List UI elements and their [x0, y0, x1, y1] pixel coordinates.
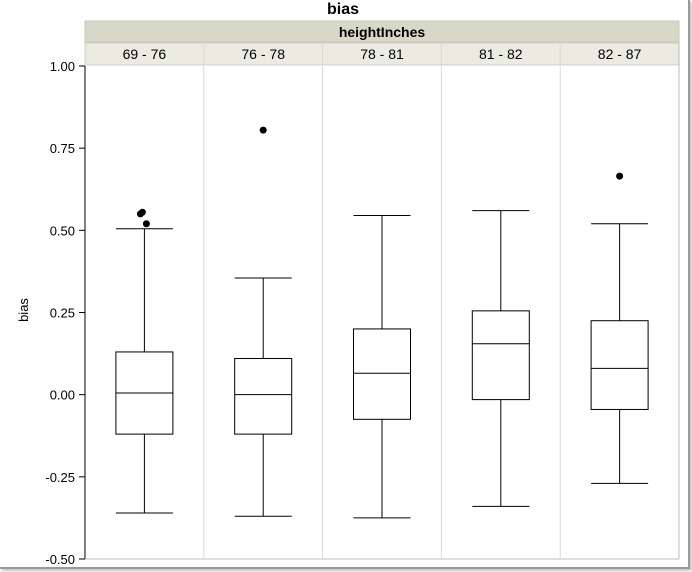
- group-header-label: heightInches: [339, 24, 426, 40]
- outlier-point: [616, 172, 624, 180]
- y-tick-label: 1.00: [50, 59, 75, 74]
- iqr-box: [353, 328, 411, 420]
- category-label: 81 - 82: [479, 46, 523, 62]
- group-header-band: [84, 20, 680, 43]
- chart-title: bias: [327, 1, 359, 18]
- y-tick-label: 0.25: [50, 306, 75, 321]
- plot-area: 1.00 0.75 0.50 0.25 0.00 -0.25 -0.50 69 - 76 76 …: [45, 42, 680, 567]
- category-label: 76 - 78: [241, 46, 285, 62]
- iqr-box: [590, 320, 649, 410]
- y-tick-label: -0.25: [45, 470, 75, 485]
- category-label: 78 - 81: [360, 46, 404, 62]
- y-tick-label: -0.50: [45, 552, 75, 567]
- outlier-point: [259, 126, 267, 134]
- category-label: 82 - 87: [598, 46, 642, 62]
- iqr-box: [234, 358, 293, 435]
- outlier-point: [138, 208, 146, 216]
- y-tick-label: 0.75: [50, 141, 75, 156]
- iqr-box: [471, 310, 530, 401]
- outlier-point: [142, 220, 150, 228]
- y-axis-label: bias: [16, 298, 31, 322]
- y-tick-label: 0.00: [50, 388, 75, 403]
- category-label: 69 - 76: [123, 46, 167, 62]
- y-tick-label: 0.50: [50, 223, 75, 238]
